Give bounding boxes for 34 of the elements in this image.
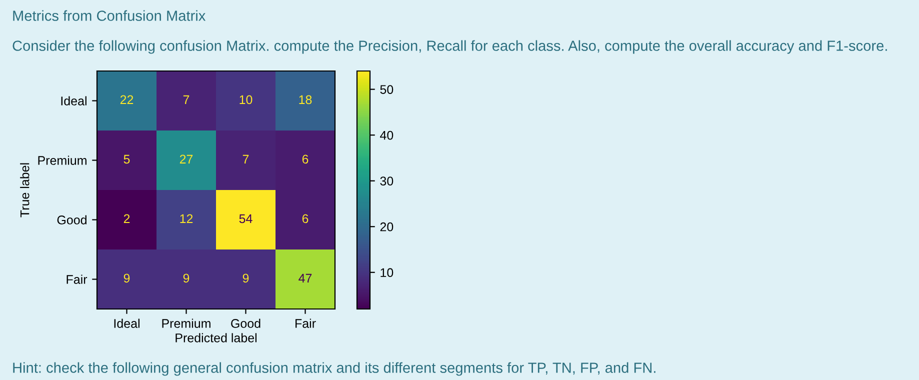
y-tick-label: Good: [57, 215, 86, 224]
y-tick-label: Fair: [66, 274, 88, 284]
data-label: 5: [124, 154, 130, 164]
data-label: 27: [180, 154, 193, 164]
color-bar-label: 40: [380, 130, 394, 140]
text: Hint: check the following general confusion matrix and its different segments for TP, TN, FP, and FN.: [13, 362, 656, 376]
y-tick-label: Ideal: [61, 96, 86, 106]
data-label: 54: [239, 214, 252, 224]
x-tick-label: Good: [231, 318, 260, 328]
data-label: 22: [120, 95, 134, 104]
data-label: 47: [298, 274, 312, 282]
data-label: 12: [180, 214, 193, 223]
data-label: 2: [124, 214, 130, 223]
color-bar-label: 10: [380, 268, 394, 278]
y-axis-title: True label: [20, 163, 30, 218]
data-label: 18: [299, 95, 312, 104]
color-bar-label: 20: [380, 222, 394, 232]
data-label: 9: [183, 274, 190, 283]
data-label: 9: [124, 274, 130, 283]
data-label: 7: [242, 154, 249, 164]
chart-title: Metrics from Confusion Matrix: [13, 10, 206, 21]
x-tick-label: Ideal: [114, 318, 140, 328]
y-tick-label: Premium: [38, 156, 86, 165]
color-bar-label: 30: [380, 176, 394, 186]
data-label: 6: [302, 214, 308, 224]
data-label: 9: [242, 274, 249, 283]
data-label: 10: [240, 95, 252, 104]
x-axis-title: Predicted label: [176, 333, 257, 342]
color-bar-label: 50: [380, 85, 394, 94]
data-label: 6: [302, 154, 308, 164]
x-tick-label: Premium: [162, 318, 210, 328]
data-label: 7: [183, 95, 190, 104]
x-tick-label: Fair: [296, 318, 316, 328]
text: Consider the following confusion Matrix. compute the Precision, Recall for each class. Also, compute the overall accuracy and F1-score.: [12, 40, 887, 54]
